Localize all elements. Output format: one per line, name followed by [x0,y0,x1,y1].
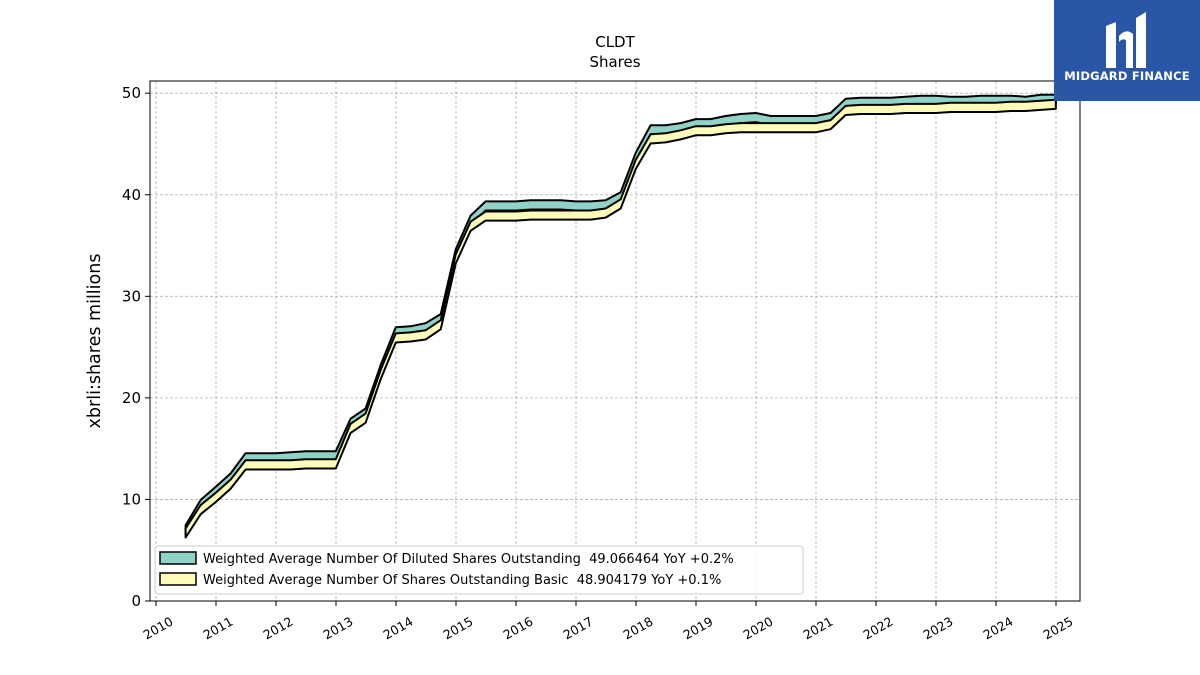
x-tick-label: 2018 [620,614,655,643]
x-tick-label: 2021 [800,614,835,643]
x-tick-label: 2023 [920,614,955,643]
logo-text: MIDGARD FINANCE [1064,69,1190,83]
chart-title: CLDT [595,33,635,51]
y-tick-label: 50 [122,84,141,102]
y-axis-ticks: 0 10 20 30 40 50 [122,84,150,610]
x-tick-label: 2019 [680,614,715,643]
plot-frame [149,80,1081,602]
legend-box [154,545,804,595]
chart-subtitle: Shares [589,53,640,71]
y-axis-label: xbrli:shares millions [85,254,105,429]
legend-swatch-diluted [159,551,197,565]
x-tick-label: 2013 [320,614,355,643]
legend: Weighted Average Number Of Diluted Share… [154,545,804,595]
legend-swatch-basic [159,572,197,586]
series-band-1 [184,98,1057,539]
grid-lines [150,81,1080,602]
x-tick-label: 2017 [560,614,595,643]
x-tick-label: 2011 [200,614,235,643]
x-tick-label: 2024 [980,614,1015,643]
midgard-finance-logo: MIDGARD FINANCE [1054,0,1200,101]
series-areas [184,93,1057,539]
x-tick-label: 2020 [740,614,775,643]
legend-label-basic: Weighted Average Number Of Shares Outsta… [203,573,721,588]
x-tick-label: 2012 [260,614,295,643]
logo-mark-icon [1106,12,1146,68]
y-tick-label: 30 [122,287,141,305]
x-tick-label: 2010 [140,614,175,643]
x-axis-ticks: 2010 2011 2012 2013 2014 2015 2016 2017 2018 2019… [140,601,1076,643]
y-tick-label: 10 [122,490,141,508]
x-tick-label: 2016 [500,614,535,643]
legend-label-diluted: Weighted Average Number Of Diluted Share… [203,552,734,567]
x-tick-label: 2014 [380,614,415,643]
x-tick-label: 2025 [1040,614,1075,643]
y-tick-label: 40 [122,186,141,204]
x-tick-label: 2022 [860,614,895,643]
x-tick-label: 2015 [440,614,475,643]
y-tick-label: 20 [122,389,141,407]
y-tick-label: 0 [131,592,141,610]
